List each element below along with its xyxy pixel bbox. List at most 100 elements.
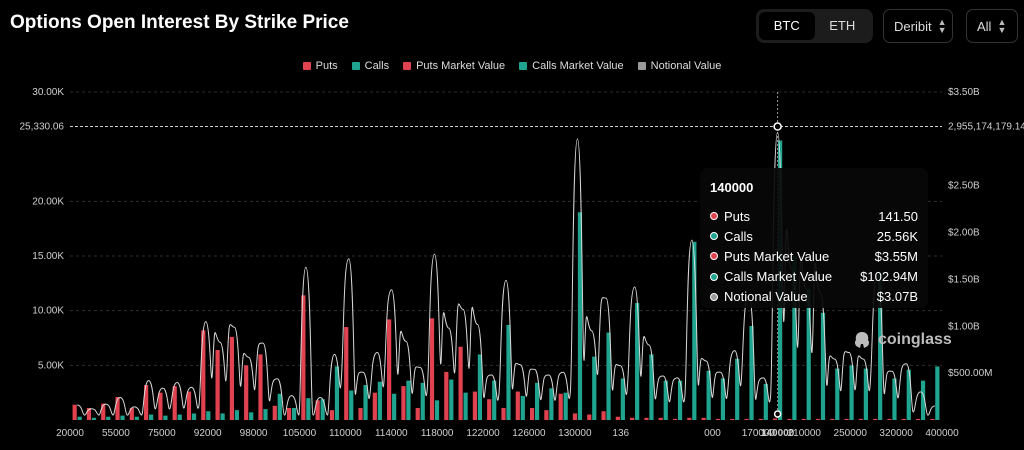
calls-bar bbox=[477, 354, 483, 420]
puts-bar bbox=[372, 392, 377, 420]
tab-eth[interactable]: ETH bbox=[829, 18, 856, 33]
calls-bar bbox=[449, 379, 454, 420]
calls-bar bbox=[906, 369, 911, 420]
puts-bar bbox=[172, 386, 177, 420]
calls-bar bbox=[263, 409, 268, 420]
x-tick-label: 118000 bbox=[421, 428, 454, 439]
puts-bar bbox=[858, 418, 863, 420]
y2-tick-label: $2.50B bbox=[948, 181, 980, 192]
puts-bar bbox=[86, 407, 92, 420]
puts-bar bbox=[158, 392, 163, 420]
puts-bar bbox=[215, 350, 220, 420]
puts-bar bbox=[487, 399, 492, 420]
puts-bar bbox=[501, 407, 506, 420]
calls-bar bbox=[849, 365, 854, 420]
chevron-updown-icon: ▲ ▼ bbox=[937, 17, 947, 35]
calls-bar bbox=[120, 415, 125, 420]
tab-btc[interactable]: BTC bbox=[759, 12, 815, 40]
calls-bar bbox=[534, 382, 540, 420]
calls-bar bbox=[392, 393, 397, 420]
legend-swatch bbox=[637, 62, 646, 70]
calls-bar bbox=[892, 378, 897, 420]
calls-bar bbox=[249, 412, 254, 420]
legend-swatch bbox=[403, 62, 412, 70]
y2-tick-label: $1.50B bbox=[948, 274, 980, 285]
calls-bar bbox=[620, 378, 625, 420]
puts-bar bbox=[444, 371, 449, 420]
exchange-select[interactable]: Deribit ▲ ▼ bbox=[883, 9, 953, 43]
puts-bar bbox=[644, 417, 649, 420]
calls-bar bbox=[163, 415, 168, 420]
chevron-updown-icon: ▲ ▼ bbox=[997, 17, 1007, 35]
x-tick-label: 110000 bbox=[329, 428, 362, 439]
calls-bar bbox=[692, 241, 697, 420]
calls-bar bbox=[434, 400, 440, 420]
calls-bar bbox=[349, 390, 354, 420]
puts-bar bbox=[587, 414, 592, 420]
calls-bar bbox=[291, 407, 297, 420]
puts-bar bbox=[301, 295, 306, 420]
puts-bar bbox=[244, 365, 249, 420]
x-tick-label: 140000 bbox=[761, 428, 795, 439]
puts-bar bbox=[229, 336, 234, 420]
calls-bar bbox=[420, 382, 425, 420]
puts-bar bbox=[544, 410, 549, 420]
calls-bar bbox=[749, 325, 754, 420]
calls-bar bbox=[935, 366, 940, 420]
calls-bar bbox=[878, 273, 883, 420]
legend-item-calls-market-value[interactable]: Calls Market Value bbox=[519, 60, 624, 72]
calls-bar bbox=[663, 380, 668, 420]
dot-icon bbox=[710, 272, 718, 281]
coinglass-logo-icon bbox=[854, 332, 870, 348]
puts-bar bbox=[101, 403, 106, 420]
puts-bar bbox=[144, 385, 149, 420]
puts-bar bbox=[687, 417, 692, 420]
calls-bar bbox=[492, 380, 497, 420]
tooltip-row-puts-market-value: Puts Market Value $3.55M bbox=[710, 246, 918, 266]
legend-item-puts[interactable]: Puts bbox=[302, 60, 338, 72]
calls-bar bbox=[792, 256, 797, 420]
puts-bar bbox=[630, 417, 635, 420]
dot-icon bbox=[710, 212, 718, 221]
x-tick-label: 126000 bbox=[512, 428, 546, 439]
x-tick-label: 105000 bbox=[283, 428, 317, 439]
puts-bar bbox=[915, 418, 921, 420]
calls-bar bbox=[920, 380, 926, 420]
calls-bar bbox=[177, 414, 182, 420]
crosshair-marker bbox=[773, 410, 782, 418]
puts-bar bbox=[129, 407, 134, 420]
calls-bar bbox=[134, 416, 139, 420]
puts-bar bbox=[401, 386, 406, 420]
puts-bar bbox=[315, 400, 320, 420]
x-tick-label: 98000 bbox=[240, 428, 268, 439]
puts-bar bbox=[773, 418, 778, 420]
calls-bar bbox=[606, 332, 611, 420]
puts-bar bbox=[358, 407, 363, 420]
chart-legend: Puts Calls Puts Market Value Calls Marke… bbox=[0, 60, 1024, 72]
puts-bar bbox=[201, 330, 206, 420]
calls-bar bbox=[735, 358, 740, 420]
calls-bar bbox=[234, 410, 239, 420]
y-tick-label: 10.00K bbox=[32, 306, 64, 317]
calls-bar bbox=[806, 288, 811, 420]
calls-bar bbox=[106, 416, 111, 420]
legend-item-notional-value[interactable]: Notional Value bbox=[637, 60, 721, 72]
expiry-select[interactable]: All ▲ ▼ bbox=[966, 9, 1018, 43]
legend-swatch bbox=[519, 62, 528, 70]
x-tick-label: 114000 bbox=[375, 428, 408, 439]
crosshair-left-value: 25,330.06 bbox=[20, 122, 65, 133]
puts-bar bbox=[744, 418, 749, 420]
calls-bar bbox=[835, 368, 840, 420]
exchange-select-value: Deribit bbox=[894, 18, 932, 34]
y-tick-label: 5.00K bbox=[38, 360, 64, 371]
calls-bar bbox=[406, 380, 411, 420]
puts-bar bbox=[901, 418, 906, 420]
legend-item-calls[interactable]: Calls bbox=[351, 60, 389, 72]
puts-bar bbox=[887, 418, 892, 420]
puts-bar bbox=[701, 417, 706, 420]
x-tick-label: 130000 bbox=[558, 428, 592, 439]
puts-bar bbox=[815, 418, 821, 420]
puts-bar bbox=[115, 397, 120, 420]
x-tick-label: 136 bbox=[612, 428, 629, 439]
legend-item-puts-market-value[interactable]: Puts Market Value bbox=[403, 60, 505, 72]
